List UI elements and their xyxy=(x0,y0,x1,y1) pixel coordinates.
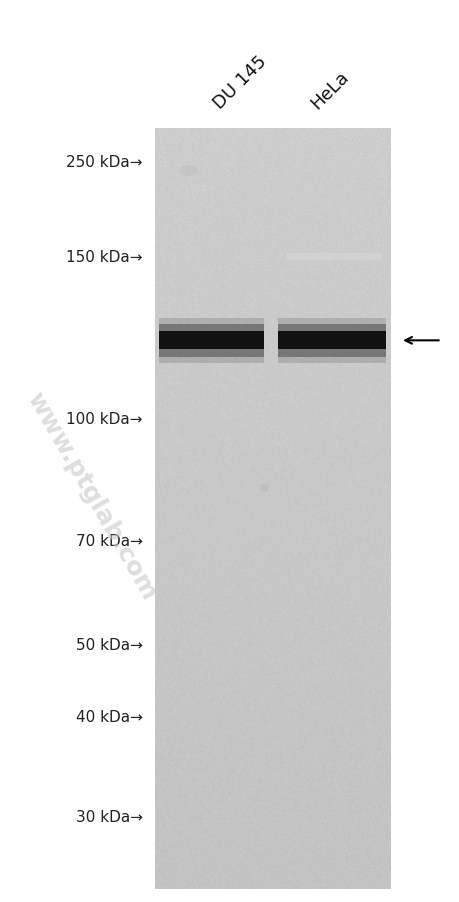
Ellipse shape xyxy=(179,166,197,177)
Text: 250 kDa→: 250 kDa→ xyxy=(66,155,142,170)
Text: 30 kDa→: 30 kDa→ xyxy=(75,809,142,824)
Text: 70 kDa→: 70 kDa→ xyxy=(76,534,142,548)
Point xyxy=(260,480,268,494)
Bar xyxy=(287,253,381,261)
Bar xyxy=(278,318,386,325)
Bar xyxy=(278,332,386,350)
Bar xyxy=(158,357,264,364)
Bar xyxy=(158,318,264,325)
Bar xyxy=(158,350,264,357)
Text: HeLa: HeLa xyxy=(306,68,351,113)
Bar xyxy=(158,332,264,350)
Bar xyxy=(278,325,386,332)
Bar xyxy=(278,350,386,357)
Text: 40 kDa→: 40 kDa→ xyxy=(76,710,142,724)
Text: www.ptglab.com: www.ptglab.com xyxy=(22,388,161,604)
Bar xyxy=(158,325,264,332)
Text: 100 kDa→: 100 kDa→ xyxy=(66,412,142,427)
Text: DU 145: DU 145 xyxy=(210,52,270,113)
Bar xyxy=(278,357,386,364)
Text: 50 kDa→: 50 kDa→ xyxy=(76,638,142,652)
Text: 150 kDa→: 150 kDa→ xyxy=(66,250,142,264)
